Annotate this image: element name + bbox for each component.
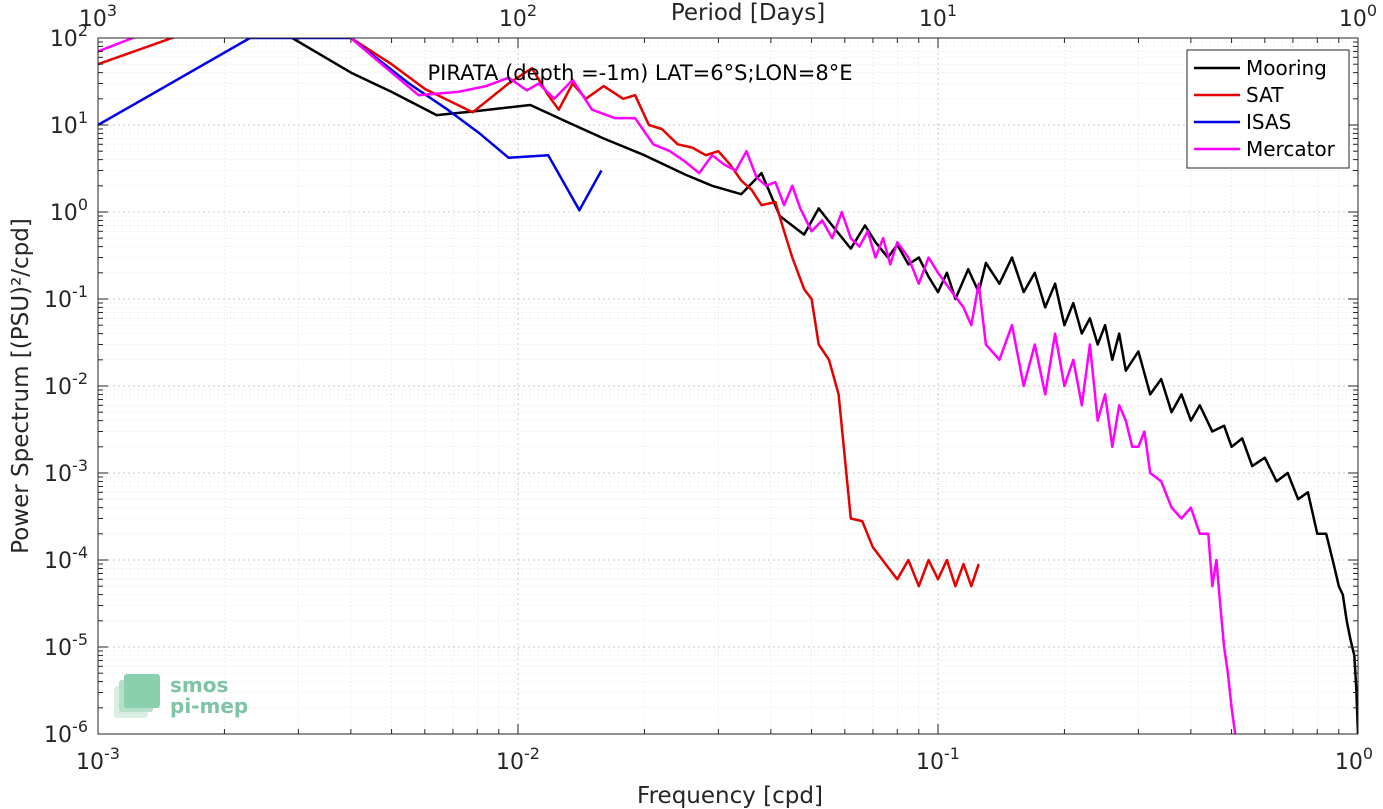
tick-marks xyxy=(97,37,1359,735)
x-tick-label: 10-1 xyxy=(916,744,960,775)
top-axis-title: Period [Days] xyxy=(671,0,825,26)
y-tick-label: 10-6 xyxy=(44,717,88,748)
y-tick-label: 102 xyxy=(50,21,88,52)
x-tick-labels: 10-3 10-2 10-1 100 xyxy=(76,744,1373,775)
series-line-mooring xyxy=(289,38,1358,734)
legend: Mooring SAT ISAS Mercator xyxy=(1186,49,1350,169)
legend-label-isas: ISAS xyxy=(1246,110,1291,134)
logo-text-pimep: pi-mep xyxy=(170,694,248,718)
y-tick-label: 10-2 xyxy=(44,369,88,400)
legend-label-sat: SAT xyxy=(1246,83,1284,107)
y-tick-labels: 10-6 10-5 10-4 10-3 10-2 10-1 100 101 102 xyxy=(44,21,88,748)
top-tick-labels: 103 102 101 100 xyxy=(79,1,1377,32)
x-tick-label: 10-3 xyxy=(76,744,120,775)
y-tick-label: 100 xyxy=(50,195,88,226)
series-line-mercator xyxy=(98,38,1237,734)
top-tick-label: 103 xyxy=(79,1,117,32)
top-tick-label: 100 xyxy=(1339,1,1377,32)
series-layer xyxy=(98,38,1358,734)
y-axis-title: Power Spectrum [(PSU)²/cpd] xyxy=(8,218,34,554)
chart-title: PIRATA (depth =-1m) LAT=6°S;LON=8°E xyxy=(428,61,853,85)
y-tick-label: 10-4 xyxy=(44,543,88,574)
series-line-sat xyxy=(98,38,980,588)
logo-text-smos: smos xyxy=(170,673,228,697)
x-tick-label: 10-2 xyxy=(496,744,540,775)
legend-label-mooring: Mooring xyxy=(1246,56,1327,80)
series-line-isas xyxy=(98,38,603,212)
y-tick-label: 10-1 xyxy=(44,282,88,313)
top-tick-label: 102 xyxy=(499,1,537,32)
legend-label-mercator: Mercator xyxy=(1246,137,1336,161)
y-tick-label: 10-5 xyxy=(44,630,88,661)
x-tick-label: 100 xyxy=(1335,744,1373,775)
top-tick-label: 101 xyxy=(919,1,957,32)
y-tick-label: 10-3 xyxy=(44,456,88,487)
x-axis-title: Frequency [cpd] xyxy=(637,783,823,809)
smos-pimep-logo: smos pi-mep xyxy=(114,673,248,718)
y-tick-label: 101 xyxy=(50,108,88,139)
